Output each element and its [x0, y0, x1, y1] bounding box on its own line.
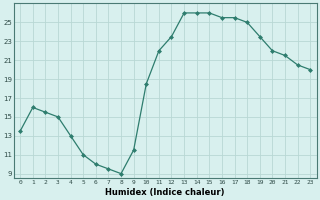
X-axis label: Humidex (Indice chaleur): Humidex (Indice chaleur)	[106, 188, 225, 197]
